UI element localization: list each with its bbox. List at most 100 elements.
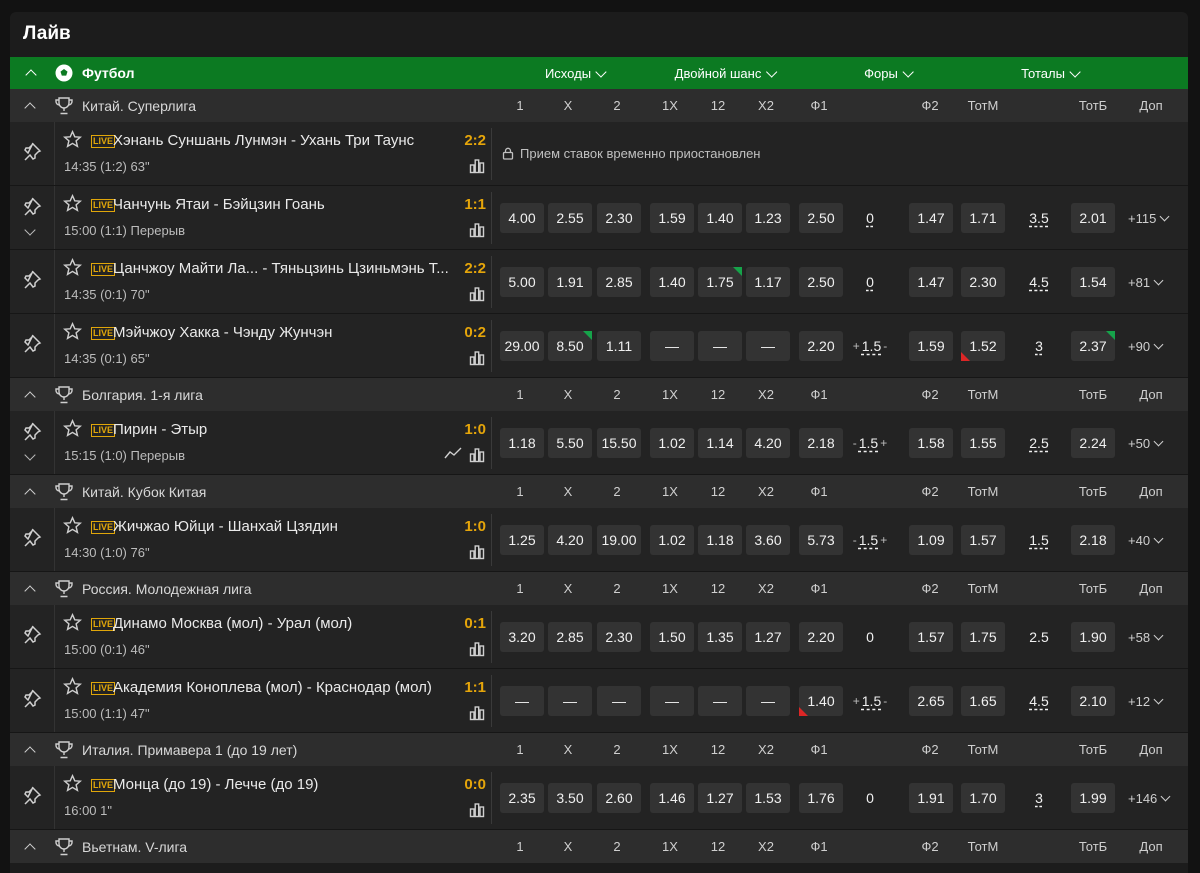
market-double-chance-dropdown[interactable]: Двойной шанс [675,57,778,89]
odds-button[interactable]: 1.57 [961,525,1005,555]
odds-button[interactable]: 2.20 [799,331,843,361]
match-row[interactable]: LIVE Хэнань Суншань Лунмэн - Ухань Три Та… [10,122,1188,186]
match-row[interactable]: LIVE Мэйчжоу Хакка - Чэнду Жунчэн 14:35 (0… [10,314,1188,378]
league-header[interactable]: Китай. Суперлига 1 X 2 1X 12 X2 Ф1 Ф2 ТотМ ТотБ Доп [10,89,1188,122]
odds-button[interactable]: 1.27 [746,622,790,652]
match-teams[interactable]: Динамо Москва (мол) - Урал (мол) [113,615,353,632]
league-header[interactable]: Россия. Молодежная лига 1 X 2 1X 12 X2 Ф1 Ф2 ТотМ… [10,572,1188,605]
odds-button[interactable]: 2.01 [1071,203,1115,233]
collapse-league-button[interactable] [24,89,36,122]
match-row[interactable]: LIVE Чанчунь Ятаи - Бэйцзин Гоань 15:00 (1… [10,186,1188,250]
odds-button[interactable]: 2.85 [597,267,641,297]
pin-icon[interactable] [22,142,42,167]
odds-button[interactable]: 2.30 [597,203,641,233]
match-teams[interactable]: Монца (до 19) - Лечче (до 19) [113,776,319,793]
odds-button[interactable]: 8.50 [548,331,592,361]
stats-icon[interactable] [469,350,485,369]
odds-button[interactable]: 1.18 [698,525,742,555]
match-row[interactable]: LIVE Динамо Москва (мол) - Урал (мол) 15:0… [10,605,1188,669]
odds-button[interactable]: 1.91 [909,783,953,813]
match-teams[interactable]: Мэйчжоу Хакка - Чэнду Жунчэн [113,324,333,341]
odds-button[interactable]: 4.00 [500,203,544,233]
league-header[interactable]: Китай. Кубок Китая 1 X 2 1X 12 X2 Ф1 Ф2 ТотМ ТотБ Д… [10,475,1188,508]
pin-icon[interactable] [22,689,42,714]
odds-button[interactable]: 1.65 [961,686,1005,716]
odds-button[interactable]: 4.20 [746,428,790,458]
match-teams[interactable]: Академия Коноплева (мол) - Краснодар (мо… [113,679,432,696]
odds-button[interactable]: 1.09 [909,525,953,555]
odds-button[interactable]: — [698,686,742,716]
decrease-icon[interactable]: + [852,339,860,353]
stats-icon[interactable] [469,544,485,563]
odds-button[interactable]: 19.00 [597,525,641,555]
odds-button[interactable]: — [650,686,694,716]
odds-button[interactable]: 1.70 [961,783,1005,813]
odds-button[interactable]: 1.91 [548,267,592,297]
decrease-icon[interactable]: - [852,533,857,547]
collapse-league-button[interactable] [24,572,36,605]
odds-button[interactable]: 3.20 [500,622,544,652]
match-row[interactable]: LIVE Цанчжоу Майти Ла... - Тяньцзинь Цзин… [10,250,1188,314]
odds-button[interactable]: 1.71 [961,203,1005,233]
odds-button[interactable]: 1.54 [1071,267,1115,297]
odds-button[interactable]: 2.18 [1071,525,1115,555]
odds-button[interactable]: — [746,686,790,716]
more-markets-button[interactable]: +12 [1128,686,1164,716]
pin-icon[interactable] [22,786,42,811]
match-teams[interactable]: Пирин - Этыр [113,421,208,438]
odds-button[interactable]: 29.00 [500,331,544,361]
match-row[interactable]: LIVE Академия Коноплева (мол) - Краснодар… [10,669,1188,733]
chevron-down-icon[interactable] [24,224,36,236]
stats-icon[interactable] [469,641,485,660]
league-header[interactable]: Италия. Примавера 1 (до 19 лет) 1 X 2 1X 12 X2… [10,733,1188,766]
more-markets-button[interactable]: +146 [1128,783,1171,813]
odds-button[interactable]: 1.23 [746,203,790,233]
odds-button[interactable]: — [500,686,544,716]
collapse-league-button[interactable] [24,378,36,411]
collapse-league-button[interactable] [24,475,36,508]
odds-button[interactable]: 2.20 [799,622,843,652]
more-markets-button[interactable]: +40 [1128,525,1164,555]
odds-button[interactable]: 2.50 [799,267,843,297]
collapse-league-button[interactable] [24,733,36,766]
match-teams[interactable]: Чанчунь Ятаи - Бэйцзин Гоань [113,196,325,213]
increase-icon[interactable]: - [883,694,888,708]
stats-icon[interactable] [469,286,485,305]
odds-button[interactable]: 5.00 [500,267,544,297]
decrease-icon[interactable]: + [852,694,860,708]
pin-icon[interactable] [22,270,42,295]
favorite-star-icon[interactable] [62,193,83,218]
odds-button[interactable]: 1.55 [961,428,1005,458]
match-teams[interactable]: Жичжао Юйци - Шанхай Цзядин [113,518,338,535]
odds-button[interactable]: 2.24 [1071,428,1115,458]
odds-button[interactable]: 1.57 [909,622,953,652]
pin-icon[interactable] [22,197,42,222]
stats-icon[interactable] [469,158,485,177]
stats-icon[interactable] [469,222,485,241]
favorite-star-icon[interactable] [62,612,83,637]
odds-button[interactable]: — [548,686,592,716]
odds-button[interactable]: 1.50 [650,622,694,652]
sport-header-football[interactable]: Футбол Исходы Двойной шанс Форы Тоталы [10,57,1188,89]
odds-button[interactable]: 1.40 [698,203,742,233]
favorite-star-icon[interactable] [62,321,83,346]
odds-button[interactable]: 15.50 [597,428,641,458]
pin-icon[interactable] [22,422,42,447]
league-header[interactable]: Болгария. 1-я лига 1 X 2 1X 12 X2 Ф1 Ф2 ТотМ ТотБ Д… [10,378,1188,411]
odds-button[interactable]: 3.50 [548,783,592,813]
odds-button[interactable]: 2.85 [548,622,592,652]
pin-icon[interactable] [22,625,42,650]
odds-button[interactable]: — [650,331,694,361]
pin-icon[interactable] [22,334,42,359]
stats-icon[interactable] [469,802,485,821]
match-row[interactable]: LIVE Монца (до 19) - Лечче (до 19) 16:00 1… [10,766,1188,830]
more-markets-button[interactable]: +58 [1128,622,1164,652]
odds-button[interactable]: 2.10 [1071,686,1115,716]
odds-button[interactable]: 1.18 [500,428,544,458]
match-row[interactable]: LIVE Пирин - Этыр 15:15 (1:0) Перерыв 1:0 1.… [10,411,1188,475]
odds-button[interactable]: — [597,686,641,716]
decrease-icon[interactable]: - [852,436,857,450]
chevron-down-icon[interactable] [24,449,36,461]
league-header[interactable]: Вьетнам. V-лига 1 X 2 1X 12 X2 Ф1 Ф2 ТотМ ТотБ Доп [10,830,1188,863]
odds-button[interactable]: 1.52 [961,331,1005,361]
